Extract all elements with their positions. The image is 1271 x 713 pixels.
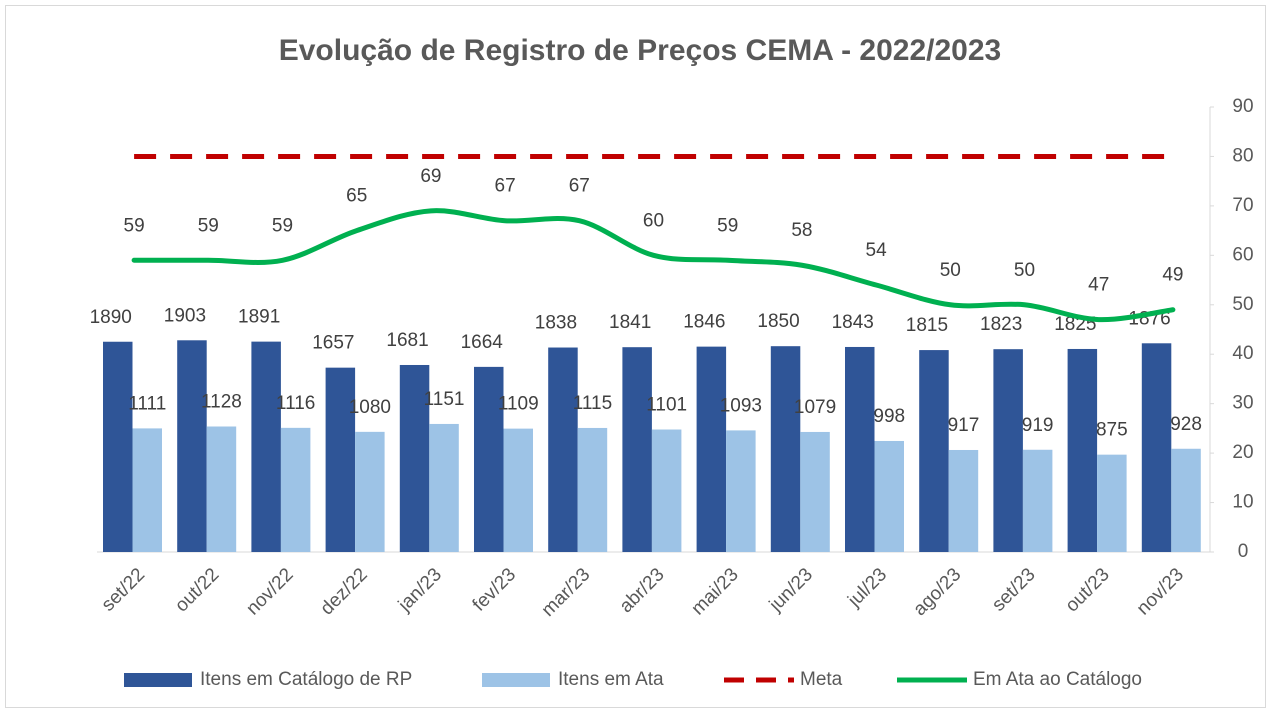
bar <box>548 347 578 552</box>
legend-label: Meta <box>800 669 843 690</box>
y2-tick-label: 0 <box>1238 541 1249 562</box>
data-label: 875 <box>1096 420 1128 441</box>
bar <box>651 429 682 552</box>
bar <box>177 340 207 552</box>
bar <box>577 427 608 552</box>
data-label: 49 <box>1162 265 1183 286</box>
data-label: 998 <box>873 406 905 427</box>
data-label: 1080 <box>349 397 391 418</box>
bar <box>280 427 311 552</box>
bar <box>948 449 979 552</box>
data-label: 1838 <box>535 313 577 334</box>
data-label: 50 <box>940 260 961 281</box>
bar <box>325 367 356 552</box>
data-label: 1890 <box>90 307 132 328</box>
data-label: 1664 <box>461 332 504 353</box>
data-label: 1903 <box>164 305 206 326</box>
data-label: 1093 <box>720 395 762 416</box>
y2-tick-label: 50 <box>1232 294 1253 315</box>
y2-tick-label: 60 <box>1232 244 1253 265</box>
data-label: 1115 <box>573 393 612 414</box>
bar <box>1141 343 1172 552</box>
data-label: 1111 <box>128 393 166 414</box>
data-label: 1891 <box>238 307 280 328</box>
data-label: 59 <box>272 215 293 236</box>
chart-title: Evolução de Registro de Preços CEMA - 20… <box>279 34 1002 67</box>
y2-tick-label: 80 <box>1232 145 1253 166</box>
data-label: 1657 <box>312 333 354 354</box>
bar <box>132 428 162 552</box>
y2-tick-label: 70 <box>1232 195 1253 216</box>
bar <box>1067 348 1098 552</box>
data-label: 59 <box>717 215 738 236</box>
data-label: 928 <box>1170 414 1202 435</box>
legend-label: Itens em Catálogo de RP <box>200 669 412 690</box>
bar <box>1022 449 1053 552</box>
legend-swatch <box>124 673 192 687</box>
bar <box>1171 448 1201 552</box>
bar <box>622 347 652 552</box>
bar <box>874 440 904 552</box>
data-label: 67 <box>495 176 516 197</box>
legend-label: Em Ata ao Catálogo <box>973 669 1142 690</box>
data-label: 50 <box>1014 260 1035 281</box>
bar <box>355 431 385 552</box>
data-label: 1681 <box>386 330 428 351</box>
bar <box>726 430 756 552</box>
data-label: 919 <box>1022 415 1054 436</box>
bar <box>429 423 459 552</box>
bar <box>919 350 949 552</box>
bar <box>251 341 281 552</box>
y2-tick-label: 20 <box>1232 442 1253 463</box>
data-label: 54 <box>866 240 888 261</box>
data-label: 1850 <box>757 311 799 332</box>
bar <box>503 428 533 552</box>
data-label: 1823 <box>980 314 1022 335</box>
data-label: 1815 <box>906 315 948 336</box>
data-label: 65 <box>346 186 367 207</box>
y2-tick-label: 40 <box>1232 343 1253 364</box>
data-label: 1101 <box>646 395 687 416</box>
bar <box>845 346 875 552</box>
data-label: 58 <box>791 220 812 241</box>
data-label: 1846 <box>683 312 725 333</box>
data-label: 67 <box>569 176 590 197</box>
bar <box>696 346 727 552</box>
data-label: 47 <box>1088 275 1109 296</box>
data-label: 60 <box>643 210 664 231</box>
legend-label: Itens em Ata <box>558 669 664 690</box>
bar <box>770 346 801 552</box>
y2-tick-label: 90 <box>1232 96 1253 117</box>
bar <box>474 366 504 552</box>
legend-swatch <box>482 673 550 687</box>
data-label: 69 <box>420 166 441 187</box>
data-label: 917 <box>948 415 980 436</box>
bar <box>399 364 430 552</box>
bar <box>103 341 133 552</box>
data-label: 59 <box>124 215 145 236</box>
bar <box>206 426 237 552</box>
line-series <box>131 208 1176 323</box>
bar <box>993 349 1023 552</box>
data-label: 1841 <box>609 312 651 333</box>
data-label: 1128 <box>201 392 242 413</box>
bar <box>1097 454 1127 552</box>
bar <box>800 431 830 552</box>
data-label: 1109 <box>498 394 539 415</box>
data-label: 1843 <box>832 312 874 333</box>
y2-tick-label: 30 <box>1232 393 1253 414</box>
data-label: 1079 <box>794 397 836 418</box>
data-label: 1151 <box>424 389 465 410</box>
data-label: 59 <box>198 215 219 236</box>
y2-tick-label: 10 <box>1232 492 1253 513</box>
data-label: 1116 <box>276 393 315 414</box>
